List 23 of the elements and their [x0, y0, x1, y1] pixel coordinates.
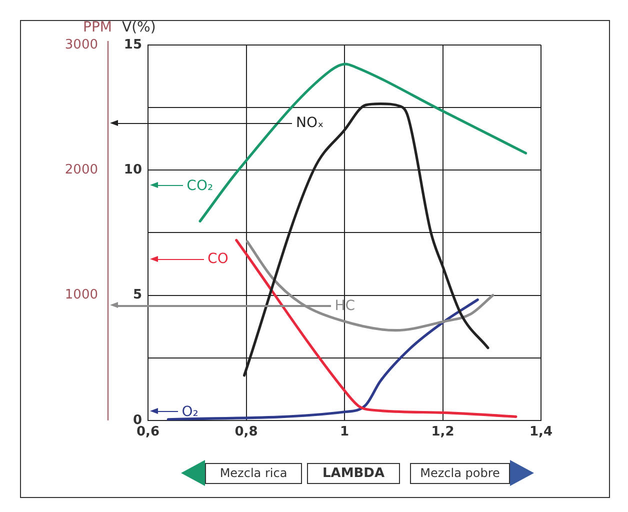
x-tick-label: 1,4 [529, 424, 553, 440]
y-tick-label: 15 [124, 37, 142, 52]
series-label: NOₓ [296, 115, 324, 132]
text: Mezcla rica [205, 463, 302, 484]
x-tick-label: 0,8 [234, 424, 258, 440]
legend-label: CO [208, 251, 228, 268]
line-series [246, 240, 494, 332]
x-tick-label: 1 [340, 424, 350, 440]
y2-tick-label: 2000 [64, 162, 98, 178]
y2-axis-title: PPM [83, 20, 112, 36]
line-series [166, 298, 479, 420]
text: Mezcla pobre [410, 463, 510, 484]
y-axis-title: V(%) [122, 20, 156, 36]
y2-tick-label: 1000 [64, 288, 98, 303]
legend-label: CO₂ [186, 178, 214, 194]
x-axis-title: LAMBDA [307, 463, 400, 484]
y-tick-label: 10 [124, 162, 142, 178]
line-series [235, 238, 518, 418]
y-tick-label: 5 [132, 288, 142, 303]
y2-tick-label: 3000 [64, 37, 98, 52]
x-tick-label: 0,6 [136, 424, 160, 440]
legend-label: O₂ [182, 404, 198, 420]
x-tick-label: 1,2 [431, 424, 454, 440]
